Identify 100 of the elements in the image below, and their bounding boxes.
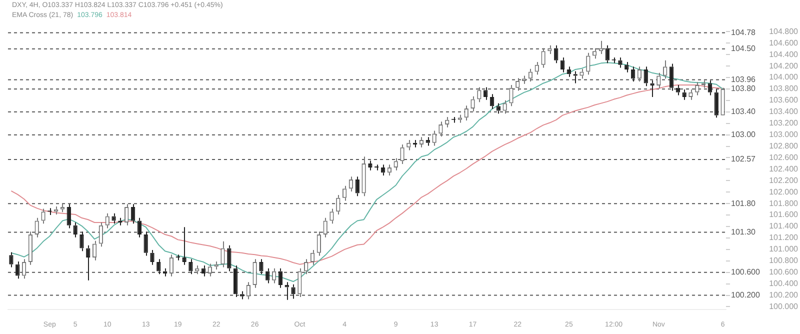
candlestick	[400, 144, 404, 165]
candlestick	[144, 231, 148, 256]
ref-line-label: 104.78	[731, 28, 756, 38]
y-tick-label: 100.800	[769, 256, 799, 266]
candlestick	[362, 156, 366, 197]
candlestick	[316, 231, 322, 256]
ref-line-label: 101.80	[731, 198, 756, 208]
y-tick-label: 103.200	[769, 118, 799, 128]
y-tick-label: 101.200	[769, 233, 799, 242]
candlestick	[644, 66, 648, 87]
candlestick	[227, 244, 232, 272]
candlestick	[426, 136, 430, 146]
candlestick	[124, 204, 129, 226]
candlestick	[284, 282, 289, 300]
candlestick	[509, 84, 514, 107]
candlestick	[233, 264, 238, 298]
candlestick	[484, 86, 488, 100]
candlestick	[663, 60, 668, 80]
candlestick	[73, 222, 78, 238]
y-tick-label: 102.800	[769, 141, 799, 150]
y-tick-label: 101.800	[769, 198, 799, 208]
candlestick	[676, 84, 680, 96]
candlestick	[98, 222, 104, 248]
y-tick-label: 102.600	[769, 152, 799, 162]
candlestick	[240, 290, 244, 300]
ref-line-label: 104.50	[731, 44, 756, 54]
candlestick	[182, 226, 186, 266]
candlestick	[220, 240, 225, 268]
candlestick	[656, 72, 661, 89]
candlestick	[522, 75, 526, 84]
candlestick	[28, 231, 33, 266]
y-tick-label: 104.400	[769, 50, 799, 59]
y-tick-label: 100.400	[769, 279, 799, 288]
candlestick	[137, 217, 142, 238]
y-tick-label: 104.200	[769, 61, 799, 70]
candlestick	[458, 114, 462, 124]
candlestick	[34, 217, 39, 238]
candlestick	[298, 268, 302, 298]
ref-line-label: 103.00	[731, 130, 756, 140]
candlestick	[714, 89, 718, 118]
y-tick-label: 101.600	[769, 210, 799, 220]
candlestick	[323, 217, 328, 238]
candlestick	[86, 244, 90, 281]
candlestick	[541, 48, 546, 68]
candlestick	[630, 66, 636, 82]
y-tick-label: 104.800	[769, 26, 799, 36]
candlestick	[496, 102, 501, 114]
candlestick	[502, 100, 507, 114]
candlestick	[688, 89, 693, 100]
y-tick-label: 103.800	[769, 84, 799, 94]
candlestick	[592, 48, 597, 60]
candlestick	[22, 258, 26, 280]
candlestick	[259, 258, 264, 275]
ref-line-label: 103.96	[731, 75, 756, 84]
candlestick	[554, 44, 558, 64]
candlestick	[445, 116, 450, 128]
candlestick	[150, 250, 154, 266]
candlestick	[682, 89, 686, 100]
candlestick	[695, 82, 700, 96]
candlestick	[330, 208, 334, 224]
candlestick	[708, 80, 712, 96]
y-tick-label: 100.200	[769, 290, 799, 300]
candlestick	[60, 203, 65, 213]
y-tick-label: 102.000	[769, 187, 799, 196]
candlestick	[580, 68, 584, 80]
candlestick	[188, 258, 193, 275]
candlestick	[490, 94, 494, 110]
y-tick-label: 103.400	[769, 107, 799, 116]
ref-line-label: 102.57	[731, 154, 756, 164]
y-tick-label: 100.000	[769, 302, 799, 311]
candlestick	[348, 176, 354, 192]
candlestick	[336, 194, 340, 215]
candlestick	[246, 282, 250, 300]
candlestick	[310, 250, 315, 266]
candlestick	[80, 231, 84, 252]
ref-line-label: 100.200	[731, 290, 760, 300]
candlestick	[464, 105, 468, 121]
y-tick-label: 101.400	[769, 222, 799, 231]
ref-line-label: 103.40	[731, 107, 756, 116]
candlestick	[438, 121, 443, 138]
candlestick	[624, 62, 629, 73]
candlestick	[130, 204, 136, 224]
candlestick	[66, 204, 71, 229]
candlestick	[16, 260, 20, 280]
candlestick	[304, 258, 308, 275]
candlestick	[650, 80, 654, 98]
candlestick	[291, 284, 296, 300]
candlestick	[162, 268, 168, 277]
candlestick	[605, 44, 610, 64]
y-tick-label: 103.600	[769, 96, 799, 105]
candlestick	[560, 56, 565, 73]
y-tick-label: 101.000	[769, 244, 799, 254]
candlestick	[92, 240, 97, 261]
y-tick-label: 100.600	[769, 268, 799, 277]
y-tick-label: 103.000	[769, 130, 799, 140]
ref-line-label: 101.30	[731, 227, 756, 236]
y-tick-label: 104.000	[769, 72, 799, 82]
y-tick-label: 104.600	[769, 38, 799, 48]
candlestick	[618, 56, 622, 68]
candlestick	[470, 96, 475, 112]
